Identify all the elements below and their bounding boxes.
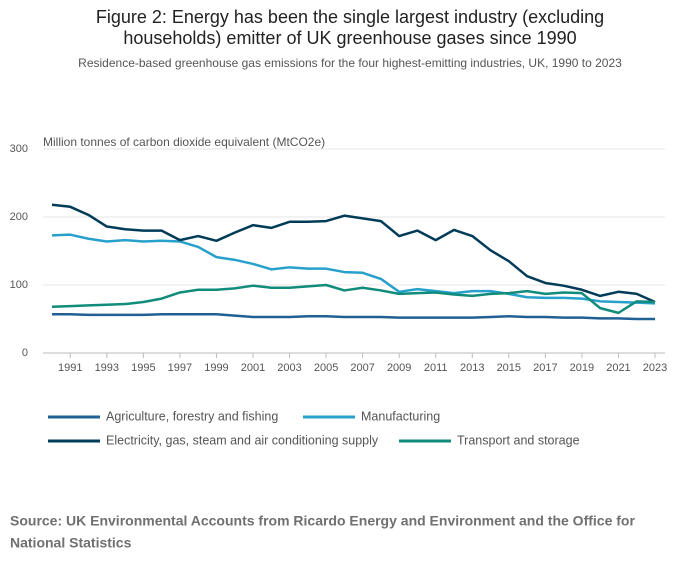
x-tick-label: 2007 — [350, 362, 374, 374]
x-tick-label: 1997 — [168, 362, 192, 374]
series-line — [51, 283, 656, 315]
chart-title: households) emitter of UK greenhouse gas… — [123, 28, 576, 48]
y-tick-label: 200 — [10, 211, 28, 223]
x-tick-label: 1993 — [95, 362, 119, 374]
series-line — [51, 203, 656, 304]
legend-label: Transport and storage — [457, 433, 580, 447]
legend-label: Agriculture, forestry and fishing — [106, 409, 278, 423]
y-tick-label: 300 — [10, 143, 28, 155]
x-tick-label: 2009 — [387, 362, 411, 374]
source: National Statistics — [10, 535, 132, 551]
y-axis-label: Million tonnes of carbon dioxide equival… — [43, 135, 325, 149]
x-tick-label: 2019 — [570, 362, 594, 374]
legend-label: Electricity, gas, steam and air conditio… — [106, 433, 379, 447]
x-tick-label: 2005 — [314, 362, 338, 374]
legend-label: Manufacturing — [361, 409, 440, 423]
x-tick-label: 2021 — [606, 362, 630, 374]
x-tick-label: 2015 — [497, 362, 521, 374]
y-tick-label: 0 — [22, 347, 28, 359]
x-tick-label: 2023 — [643, 362, 667, 374]
series-line — [51, 233, 656, 305]
y-tick-label: 100 — [10, 279, 28, 291]
x-tick-label: 1999 — [204, 362, 228, 374]
x-tick-label: 1991 — [58, 362, 82, 374]
x-tick-label: 2011 — [424, 362, 448, 374]
chart-subtitle: Residence-based greenhouse gas emissions… — [78, 56, 622, 70]
x-tick-label: 2003 — [277, 362, 301, 374]
x-tick-label: 2017 — [533, 362, 557, 374]
x-tick-label: 2001 — [241, 362, 265, 374]
chart-title: Figure 2: Energy has been the single lar… — [96, 7, 604, 27]
x-tick-label: 1995 — [131, 362, 155, 374]
series-line — [52, 312, 655, 321]
source: Source: UK Environmental Accounts from R… — [10, 513, 635, 529]
x-tick-label: 2013 — [460, 362, 484, 374]
